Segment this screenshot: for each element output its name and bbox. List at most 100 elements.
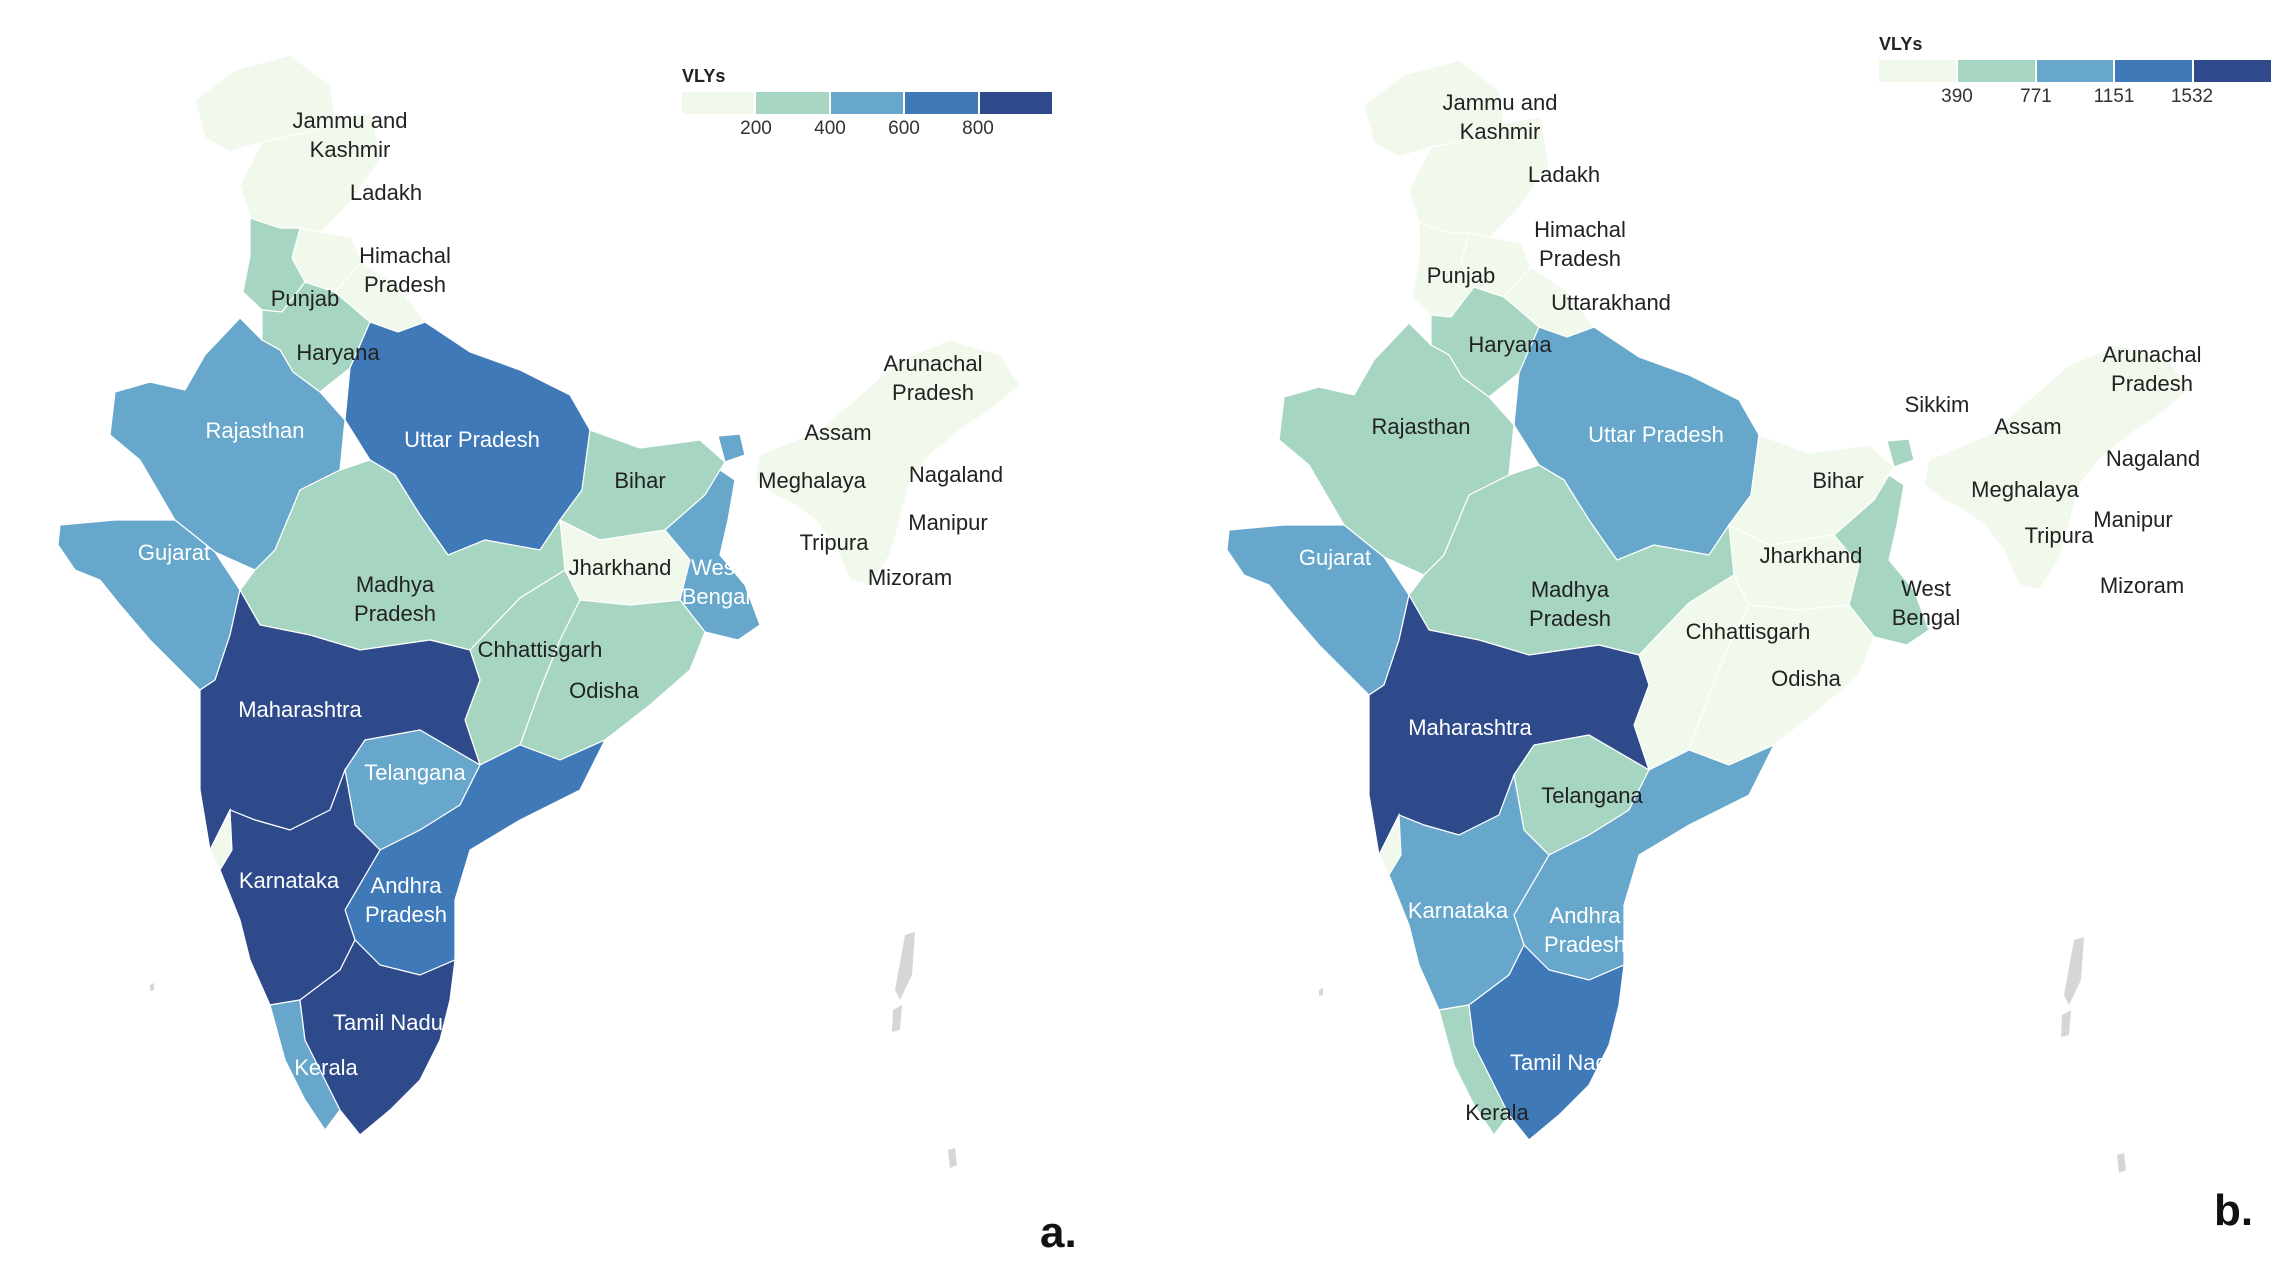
- legend-swatch: [2036, 60, 2116, 82]
- state-label-mizoram: Mizoram: [868, 565, 952, 590]
- state-label-wb: West Bengal: [1892, 576, 1961, 630]
- india-map-a: Jammu and Kashmir Ladakh Himachal Pradesh Pun…: [57, 54, 1021, 1168]
- state-label-jharkhand: Jharkhand: [569, 555, 672, 580]
- state-label-karnataka: Karnataka: [239, 868, 340, 893]
- state-label-odisha: Odisha: [569, 678, 639, 703]
- panel-label-a: a.: [1040, 1208, 1077, 1257]
- state-label-maharashtra: Maharashtra: [238, 697, 362, 722]
- state-label-assam: Assam: [1994, 414, 2061, 439]
- state-sikkim: [1886, 438, 1915, 468]
- legend-swatch: [2194, 60, 2271, 82]
- state-label-chhattisgarh: Chhattisgarh: [478, 637, 603, 662]
- state-label-telangana: Telangana: [1541, 783, 1643, 808]
- state-label-jk: Jammu and Kashmir: [1443, 90, 1558, 144]
- legend-swatch: [905, 92, 980, 114]
- state-label-ap: Andhra Pradesh: [1544, 903, 1626, 957]
- state-label-maharashtra: Maharashtra: [1408, 715, 1532, 740]
- state-sikkim: [717, 433, 746, 463]
- state-label-telangana: Telangana: [364, 760, 466, 785]
- state-label-karnataka: Karnataka: [1408, 898, 1509, 923]
- legend-tick: 771: [2020, 86, 2052, 107]
- state-label-up: Uttar Pradesh: [404, 427, 540, 452]
- map-panel-b: VLYs 390 771 1151 1532 b. Jammu and Kashm…: [1139, 0, 2278, 1278]
- state-label-hp: Himachal Pradesh: [1534, 217, 1626, 271]
- state-label-punjab: Punjab: [271, 286, 340, 311]
- state-label-kerala: Kerala: [1465, 1100, 1529, 1125]
- state-label-rajasthan: Rajasthan: [1371, 414, 1470, 439]
- state-label-nagaland: Nagaland: [909, 462, 1003, 487]
- states-group: [1226, 59, 2190, 1173]
- legend-tick: 600: [888, 118, 920, 139]
- state-label-rajasthan: Rajasthan: [205, 418, 304, 443]
- state-ne: [1923, 344, 2190, 591]
- state-label-wb: West Bengal: [682, 555, 751, 609]
- state-label-mp: Madhya Pradesh: [354, 572, 436, 626]
- legend-a: VLYs 200 400 600 800: [682, 66, 1053, 139]
- legend-title: VLYs: [682, 66, 726, 86]
- state-label-arunachal: Arunachal Pradesh: [883, 351, 982, 405]
- legend-colorbar: [1879, 60, 2271, 82]
- state-label-bihar: Bihar: [614, 468, 665, 493]
- islands: [2061, 1010, 2071, 1037]
- state-label-mp: Madhya Pradesh: [1529, 577, 1611, 631]
- state-karnataka: [1388, 772, 1550, 1011]
- legend-swatch: [830, 92, 906, 114]
- state-label-ladakh: Ladakh: [1528, 162, 1600, 187]
- legend-colorbar: [682, 92, 1053, 114]
- state-ne: [754, 339, 1021, 586]
- state-label-bihar: Bihar: [1812, 468, 1863, 493]
- state-odisha: [519, 599, 706, 761]
- legend-swatch: [1879, 60, 1958, 82]
- legend-swatch: [1957, 60, 2037, 82]
- state-label-meghalaya: Meghalaya: [758, 468, 866, 493]
- state-label-sikkim: Sikkim: [702, 398, 767, 423]
- panel-label-b: b.: [2214, 1186, 2254, 1235]
- state-label-ap: Andhra Pradesh: [365, 873, 447, 927]
- legend-title: VLYs: [1879, 34, 1923, 54]
- state-label-arunachal: Arunachal Pradesh: [2102, 342, 2201, 396]
- state-label-hp: Himachal Pradesh: [359, 243, 451, 297]
- states-group: [57, 54, 1021, 1168]
- state-label-nagaland: Nagaland: [2106, 446, 2200, 471]
- state-label-sikkim: Sikkim: [1905, 392, 1970, 417]
- state-label-meghalaya: Meghalaya: [1971, 477, 2079, 502]
- state-label-tripura: Tripura: [800, 530, 870, 555]
- state-label-tn: Tamil Nadu: [1510, 1050, 1620, 1075]
- state-label-haryana: Haryana: [1468, 332, 1552, 357]
- legend-tick: 400: [814, 118, 846, 139]
- legend-swatch: [682, 92, 757, 114]
- islands: [948, 1148, 957, 1168]
- islands: [895, 932, 915, 1000]
- legend-b: VLYs 390 771 1151 1532: [1879, 34, 2271, 107]
- islands: [2064, 937, 2084, 1005]
- islands: [892, 1005, 902, 1032]
- state-ladakh: [1408, 116, 1550, 238]
- islands: [2117, 1153, 2126, 1173]
- state-label-manipur: Manipur: [908, 510, 987, 535]
- state-label-jk: Jammu and Kashmir: [293, 108, 408, 162]
- legend-swatch: [756, 92, 831, 114]
- legend-tick: 1532: [2170, 86, 2214, 107]
- state-odisha: [1688, 604, 1875, 766]
- islands: [1319, 988, 1323, 996]
- legend-tick: 800: [962, 118, 994, 139]
- islands: [150, 983, 154, 991]
- state-label-mizoram: Mizoram: [2100, 573, 2184, 598]
- state-tn: [1468, 943, 1625, 1141]
- legend-tick: 1151: [2093, 86, 2135, 107]
- state-label-tn: Tamil Nadu: [333, 1010, 443, 1035]
- state-label-assam: Assam: [804, 420, 871, 445]
- state-label-gujarat: Gujarat: [138, 540, 210, 565]
- state-label-odisha: Odisha: [1771, 666, 1841, 691]
- legend-swatch: [979, 92, 1053, 114]
- state-label-kerala: Kerala: [294, 1055, 358, 1080]
- state-label-tripura: Tripura: [2025, 523, 2095, 548]
- legend-tick: 200: [740, 118, 772, 139]
- legend-swatch: [2115, 60, 2195, 82]
- state-label-gujarat: Gujarat: [1299, 545, 1371, 570]
- state-label-manipur: Manipur: [2093, 507, 2172, 532]
- state-karnataka: [219, 767, 381, 1006]
- state-ladakh: [239, 111, 381, 233]
- map-panel-a: VLYs 200 400 600 800 a. Jammu and Kashmir…: [57, 54, 1077, 1257]
- state-label-chhattisgarh: Chhattisgarh: [1686, 619, 1811, 644]
